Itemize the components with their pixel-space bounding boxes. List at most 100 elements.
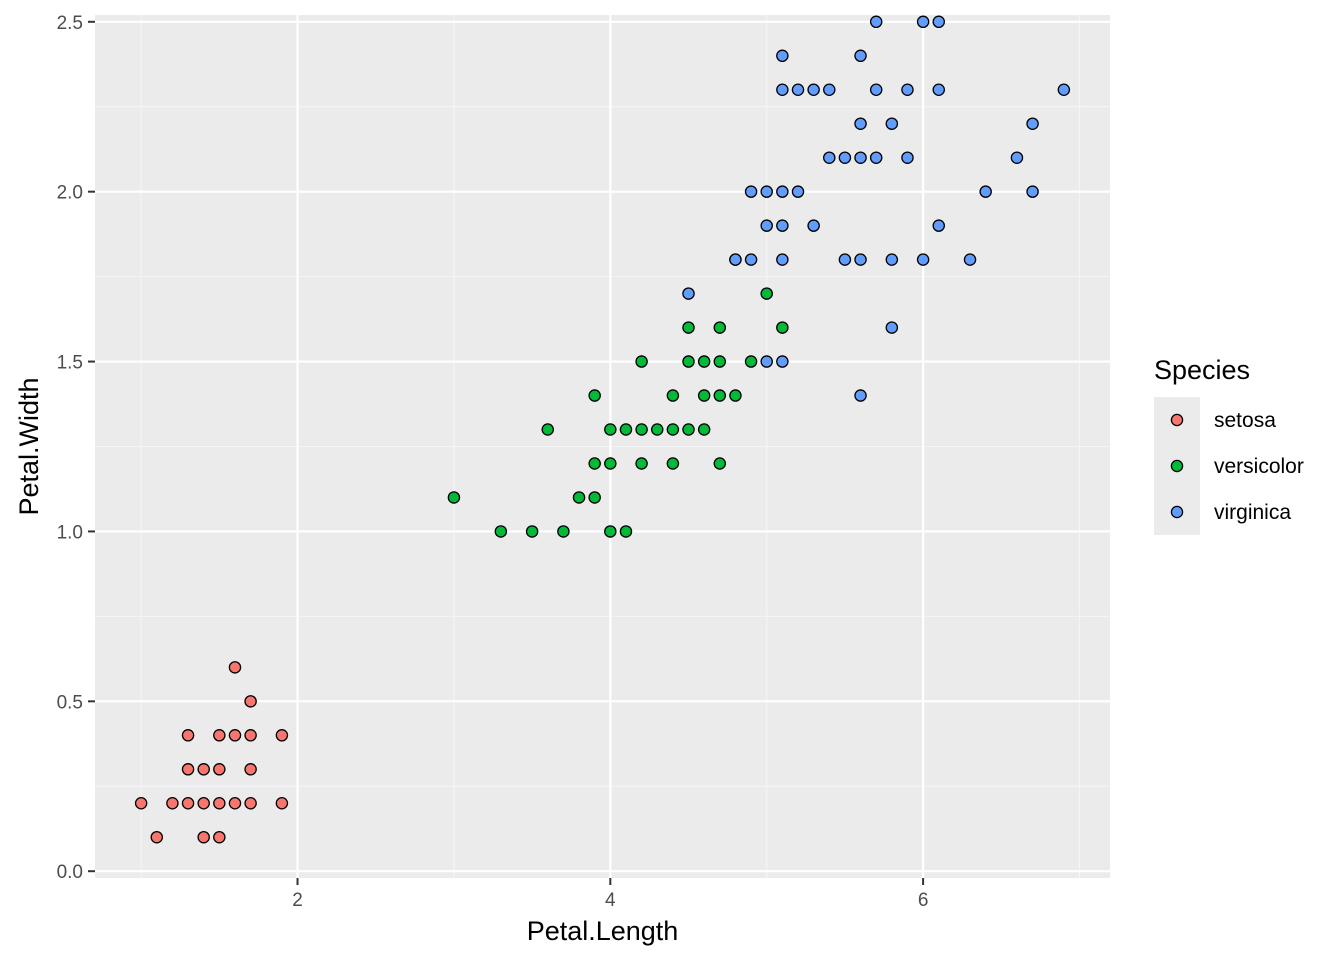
data-point-virginica (885, 321, 899, 334)
data-point-versicolor (760, 287, 773, 300)
data-point-virginica (776, 355, 789, 368)
data-point-virginica (932, 83, 945, 96)
data-point-virginica (823, 151, 836, 164)
y-axis: 0.0 0.5 1.0 1.5 2.0 2.5 (57, 13, 95, 883)
data-point-versicolor (697, 355, 711, 368)
data-point-setosa (213, 797, 226, 810)
data-point-virginica (901, 151, 914, 164)
data-point-virginica (776, 253, 789, 266)
data-point-setosa (228, 661, 242, 674)
data-point-virginica (729, 253, 742, 266)
data-point-virginica (854, 49, 867, 63)
data-point-versicolor (588, 389, 601, 402)
data-point-versicolor (525, 525, 539, 538)
data-point-versicolor (666, 457, 680, 470)
data-points (134, 15, 1071, 844)
data-point-setosa (275, 729, 289, 742)
data-point-virginica (885, 253, 899, 266)
data-point-versicolor (713, 457, 727, 470)
data-point-virginica (869, 83, 883, 96)
legend-key-versicolor (1170, 459, 1184, 473)
data-point-versicolor (604, 525, 617, 538)
data-point-setosa (197, 830, 210, 844)
data-point-virginica (744, 253, 758, 266)
data-point-versicolor (447, 491, 461, 504)
data-point-virginica (760, 185, 773, 198)
data-point-virginica (885, 117, 899, 130)
major-gridlines (95, 15, 1110, 878)
data-point-versicolor (604, 423, 617, 436)
data-point-virginica (682, 287, 695, 300)
data-point-setosa (166, 797, 179, 810)
legend-key-virginica (1170, 505, 1184, 519)
x-tick-label: 4 (605, 890, 616, 911)
data-point-versicolor (541, 423, 555, 436)
data-point-virginica (963, 253, 977, 266)
data-point-virginica (854, 253, 867, 266)
data-point-setosa (213, 830, 226, 844)
data-point-virginica (979, 185, 992, 198)
data-point-setosa (275, 797, 289, 810)
data-point-virginica (901, 83, 914, 96)
legend-label-virginica: virginica (1214, 501, 1291, 524)
legend-label-setosa: setosa (1214, 409, 1276, 432)
y-tick-label: 2.0 (57, 183, 83, 204)
data-point-virginica (869, 151, 883, 164)
data-point-setosa (228, 729, 242, 742)
data-point-virginica (1010, 151, 1024, 164)
data-point-versicolor (729, 389, 742, 402)
data-point-versicolor (650, 423, 664, 436)
data-point-virginica (1026, 185, 1039, 198)
data-point-virginica (823, 83, 836, 96)
data-point-virginica (791, 185, 805, 198)
data-point-versicolor (682, 355, 695, 368)
data-point-versicolor (572, 491, 586, 504)
data-point-versicolor (666, 423, 680, 436)
x-axis: 2 4 6 (292, 878, 928, 911)
legend-key-setosa (1170, 413, 1184, 427)
data-point-virginica (916, 253, 930, 266)
data-point-versicolor (588, 457, 601, 470)
data-point-versicolor (666, 389, 680, 402)
data-point-virginica (869, 15, 883, 29)
data-point-virginica (744, 185, 758, 198)
data-point-virginica (854, 117, 867, 130)
data-point-virginica (776, 185, 789, 198)
data-point-versicolor (697, 423, 711, 436)
data-point-virginica (807, 219, 820, 232)
data-point-setosa (244, 695, 257, 708)
data-point-virginica (776, 83, 789, 96)
data-point-virginica (854, 151, 867, 164)
data-point-setosa (134, 797, 148, 810)
data-point-setosa (150, 830, 164, 844)
data-point-virginica (916, 15, 930, 29)
data-point-setosa (181, 797, 195, 810)
data-point-setosa (244, 763, 257, 776)
data-point-virginica (776, 49, 789, 63)
data-point-setosa (181, 763, 195, 776)
data-point-virginica (932, 15, 945, 29)
y-tick-label: 0.5 (57, 692, 83, 713)
legend-label-versicolor: versicolor (1214, 455, 1304, 478)
y-tick-label: 2.5 (57, 13, 83, 34)
data-point-virginica (1057, 83, 1071, 96)
minor-gridlines (95, 15, 1110, 878)
data-point-versicolor (588, 491, 601, 504)
data-point-versicolor (682, 321, 695, 334)
data-point-versicolor (713, 321, 727, 334)
y-tick-label: 0.0 (57, 862, 83, 883)
data-point-virginica (838, 253, 852, 266)
data-point-setosa (213, 763, 226, 776)
data-point-setosa (228, 797, 242, 810)
data-point-versicolor (604, 457, 617, 470)
data-point-versicolor (776, 321, 789, 334)
data-point-versicolor (619, 525, 633, 538)
data-point-versicolor (619, 423, 633, 436)
data-point-versicolor (557, 525, 570, 538)
data-point-versicolor (713, 389, 727, 402)
x-tick-label: 2 (292, 890, 303, 911)
data-point-setosa (197, 797, 210, 810)
data-point-versicolor (713, 355, 727, 368)
